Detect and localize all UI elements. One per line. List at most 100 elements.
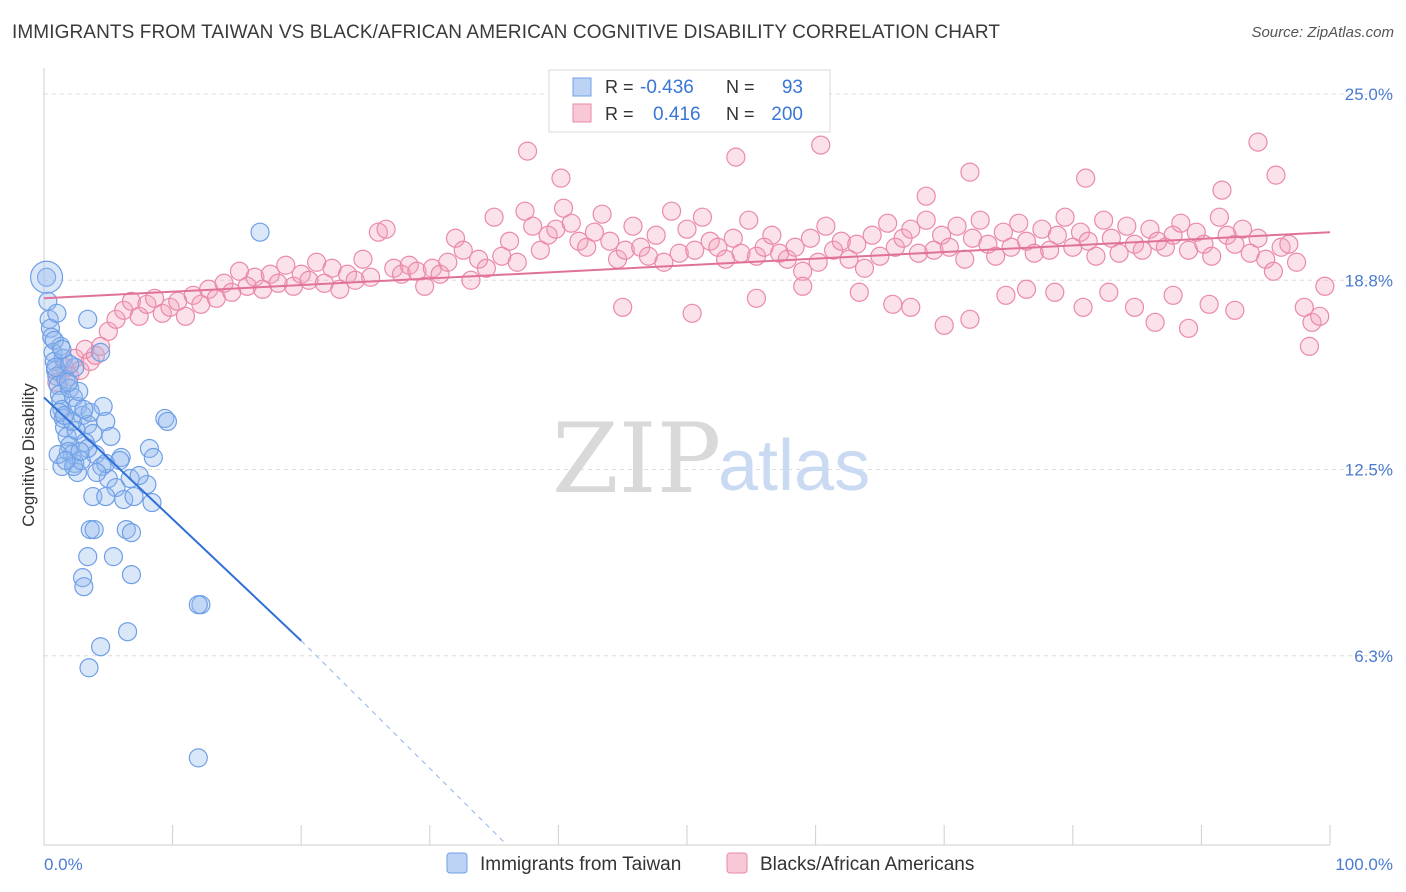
point-black: [1073, 297, 1093, 317]
point-black: [98, 321, 118, 341]
point-black: [1299, 336, 1320, 356]
point-black: [970, 210, 990, 230]
point-black: [1124, 234, 1145, 254]
watermark: ZIP atlas: [552, 403, 870, 515]
point-taiwan: [124, 486, 144, 507]
point-black: [646, 225, 666, 245]
point-black: [986, 246, 1006, 266]
legend-n-label-taiwan: N =: [726, 77, 755, 97]
point-taiwan: [62, 411, 82, 432]
point-black: [1117, 216, 1137, 236]
point-black: [551, 168, 571, 188]
bottom-legend-label-taiwan: Immigrants from Taiwan: [480, 854, 681, 875]
point-taiwan: [117, 622, 138, 642]
legend-box: R = -0.436 N = 93 R = 0.416 N = 200: [548, 69, 831, 133]
point-taiwan: [116, 519, 136, 540]
legend-r-label-black: R =: [605, 104, 634, 124]
point-black: [268, 273, 288, 293]
point-black: [682, 303, 702, 323]
point-taiwan: [103, 547, 124, 567]
point-black: [785, 237, 805, 257]
point-black: [849, 282, 869, 302]
point-taiwan: [188, 595, 208, 615]
gridlines: [44, 93, 1392, 657]
point-black: [1047, 225, 1067, 245]
point-black: [160, 297, 180, 317]
point-black: [1045, 282, 1065, 302]
point-black: [523, 216, 543, 236]
point-black: [723, 228, 743, 248]
point-black: [934, 315, 954, 335]
point-black: [1315, 276, 1335, 296]
point-black: [330, 279, 350, 299]
point-black: [960, 162, 980, 182]
point-black: [1155, 237, 1175, 257]
point-black: [996, 285, 1016, 305]
point-black: [175, 306, 196, 326]
point-black: [739, 210, 759, 230]
point-black: [901, 297, 921, 317]
point-black: [85, 345, 106, 365]
point-taiwan: [65, 357, 85, 377]
point-taiwan: [90, 342, 111, 362]
point-black: [507, 252, 527, 272]
point-black: [1016, 231, 1037, 251]
tick-labels: 6.3% 12.5% 18.8% 25.0% 0.0% 100.0%: [44, 85, 1393, 874]
point-black: [515, 201, 535, 221]
point-black: [361, 267, 381, 287]
point-black: [584, 222, 605, 242]
point-black: [517, 141, 538, 161]
point-black: [476, 258, 496, 278]
trend-line-black: [43, 231, 1331, 300]
point-black: [384, 258, 404, 278]
point-taiwan: [121, 522, 142, 543]
y-tick-label: 25.0%: [1345, 85, 1393, 104]
point-taiwan: [70, 441, 90, 462]
point-black: [376, 219, 396, 239]
point-black: [1225, 300, 1245, 320]
legend-swatch-black: [572, 103, 592, 123]
point-black: [499, 231, 520, 251]
point-black: [592, 204, 612, 224]
point-black: [538, 225, 558, 245]
point-black: [839, 249, 859, 269]
point-black: [808, 252, 828, 272]
point-black: [793, 261, 813, 281]
point-taiwan: [129, 465, 149, 486]
point-black: [1209, 207, 1230, 227]
point-black: [1099, 282, 1119, 302]
point-taiwan: [74, 399, 94, 420]
point-black: [577, 237, 597, 257]
point-black: [1186, 222, 1206, 242]
point-black: [453, 240, 473, 260]
watermark-zip: ZIP: [552, 403, 721, 515]
point-black: [1263, 261, 1284, 281]
point-black: [137, 294, 157, 314]
point-black: [90, 336, 111, 356]
point-taiwan: [56, 450, 76, 471]
point-black: [854, 258, 875, 278]
point-black: [793, 276, 813, 296]
point-taiwan: [110, 450, 130, 471]
point-black: [762, 225, 782, 245]
point-taiwan: [155, 408, 175, 429]
point-taiwan: [84, 519, 104, 540]
point-black: [1124, 297, 1145, 317]
y-axis-title: Cognitive Disability: [19, 383, 38, 527]
point-black: [1016, 279, 1037, 299]
point-taiwan: [250, 222, 270, 242]
point-taiwan: [87, 462, 107, 483]
point-taiwan-large: [29, 260, 64, 294]
bottom-legend-swatch-taiwan: [446, 852, 468, 874]
point-taiwan: [36, 267, 57, 287]
point-taiwan: [78, 309, 98, 329]
point-black: [700, 231, 720, 251]
point-black: [445, 228, 466, 248]
legend-n-value-black: 200: [771, 104, 803, 125]
point-black: [1256, 249, 1276, 269]
point-black: [960, 309, 980, 329]
point-black: [883, 294, 903, 314]
point-black: [669, 243, 689, 263]
point-black: [438, 252, 458, 272]
point-taiwan: [79, 658, 99, 678]
